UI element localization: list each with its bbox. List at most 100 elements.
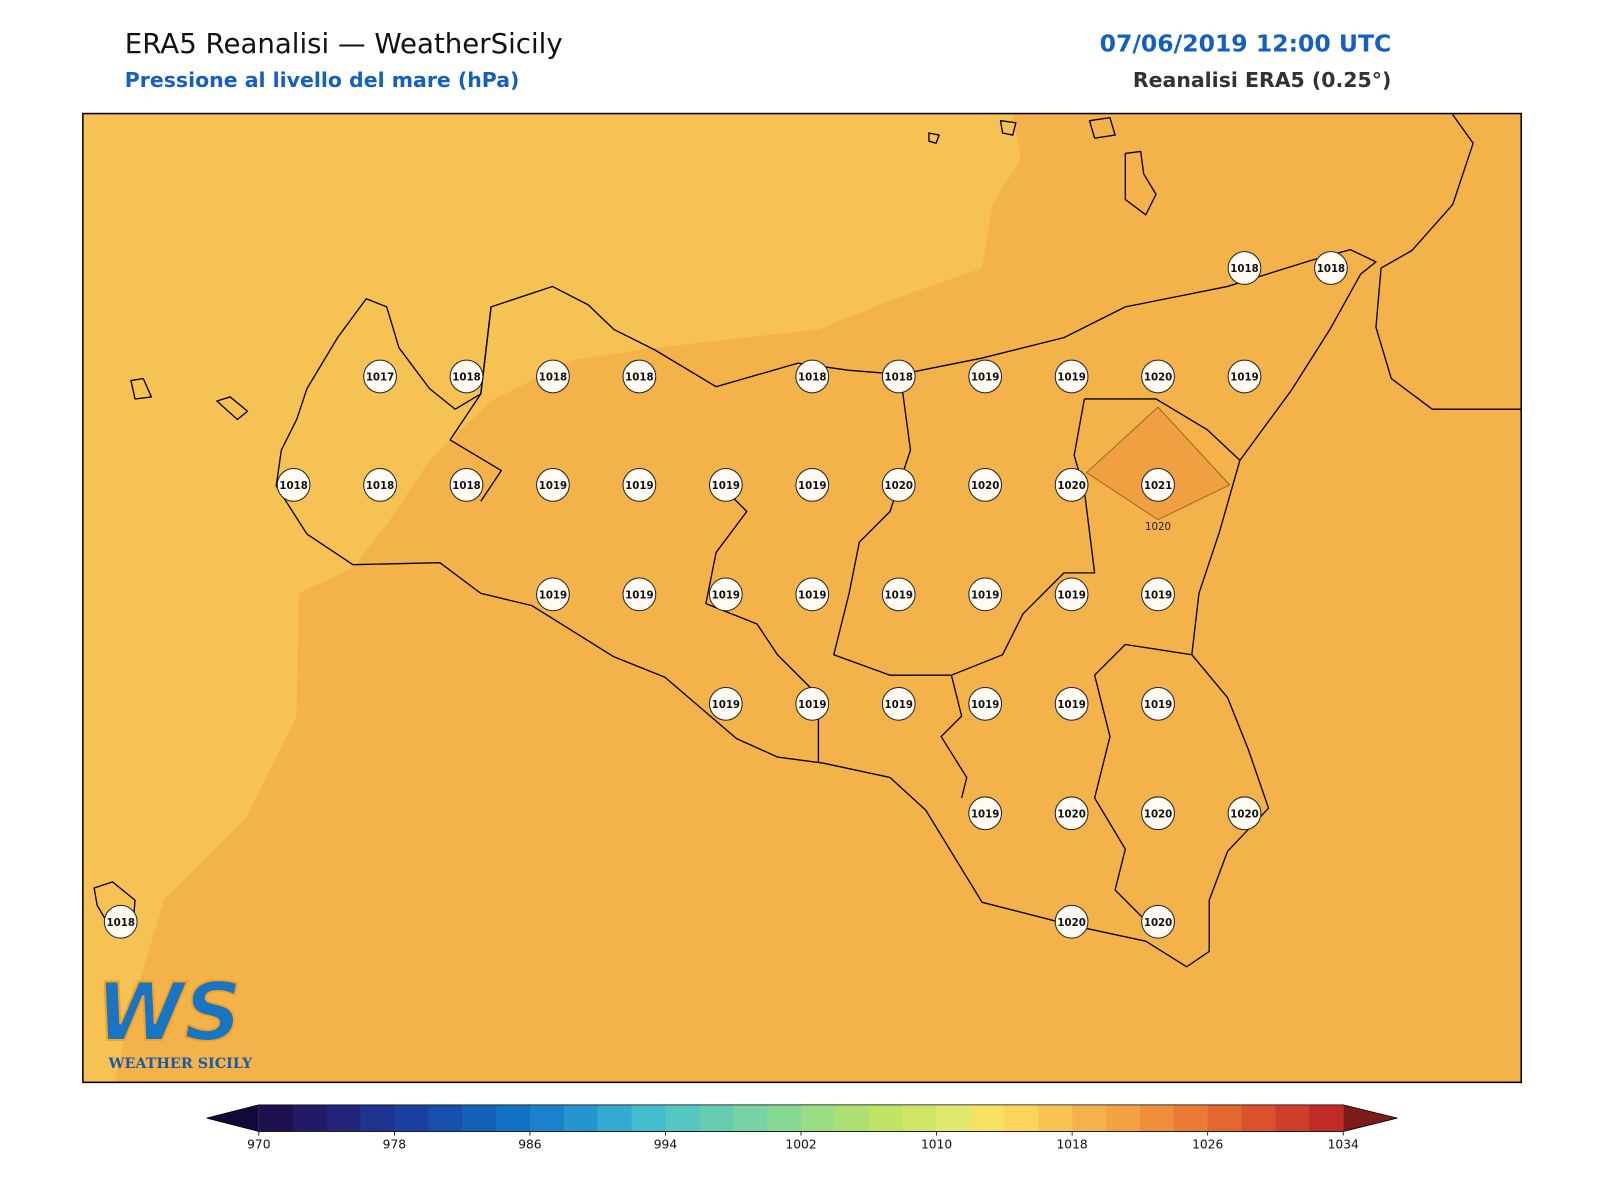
station-marker [276, 468, 311, 502]
station-marker [1314, 251, 1348, 285]
station-marker [1141, 468, 1175, 502]
colorbar-segment [699, 1104, 734, 1132]
station-value: 1019 [1057, 700, 1085, 711]
station-marker [536, 468, 570, 502]
colorbar-segment [1106, 1104, 1141, 1132]
station-value: 1019 [712, 590, 740, 601]
colorbar-segment [394, 1104, 429, 1132]
station-marker [449, 359, 484, 394]
station-marker [1054, 359, 1089, 394]
station-marker [1227, 251, 1262, 285]
islands [93, 116, 1157, 927]
colorbar-tick-label: 970 [247, 1137, 270, 1151]
station-marker [1054, 577, 1089, 612]
station-marker [622, 468, 657, 502]
station-marker [708, 686, 743, 721]
station-value: 1020 [1144, 918, 1172, 929]
station-value: 1019 [971, 372, 999, 383]
colorbar-segment [631, 1104, 666, 1132]
station-value: 1018 [798, 372, 826, 383]
colorbar-tick-label: 1010 [921, 1137, 952, 1151]
colorbar-over [1343, 1104, 1398, 1132]
station-marker [795, 577, 830, 612]
colorbar-segment [868, 1104, 904, 1132]
station-marker [536, 359, 570, 394]
colorbar-segment [1241, 1104, 1276, 1132]
colorbar-segment [326, 1104, 361, 1132]
colorbar-segment [1072, 1104, 1107, 1132]
colorbar-segment [462, 1104, 497, 1132]
colorbar-segment [1004, 1104, 1039, 1132]
colorbar-segment [801, 1104, 836, 1132]
colorbar-segment [428, 1104, 463, 1132]
station-value: 1019 [1057, 590, 1085, 601]
colorbar-segment [563, 1104, 599, 1132]
colorbar-segment [529, 1104, 565, 1132]
station-value: 1020 [884, 481, 912, 492]
station-value: 1018 [366, 481, 394, 492]
station-marker [968, 359, 1003, 394]
colorbar-segment [292, 1104, 328, 1132]
station-value: 1018 [539, 372, 567, 383]
station-value: 1019 [798, 700, 826, 711]
station-value: 1020 [971, 481, 999, 492]
map-area: 1020 [82, 112, 1522, 1084]
station-marker [622, 577, 657, 612]
station-marker [1141, 904, 1175, 939]
logo: WS WEATHER SICILY [95, 965, 253, 1072]
colorbar-segment [970, 1104, 1005, 1132]
colorbar-segment [360, 1104, 395, 1132]
colorbar-tick-label: 1018 [1057, 1137, 1088, 1151]
colorbar-tick-label: 1026 [1192, 1137, 1223, 1151]
colorbar-tick-label: 1002 [785, 1137, 816, 1151]
station-value: 1018 [452, 481, 480, 492]
colorbar-tick-label: 986 [518, 1137, 542, 1151]
station-value: 1018 [1230, 264, 1258, 275]
station-marker [363, 468, 397, 502]
colorbar-segment [496, 1104, 531, 1132]
colorbar-segment [1038, 1104, 1073, 1132]
colorbar-segment [733, 1104, 768, 1132]
logo-name: WEATHER SICILY [107, 1056, 253, 1072]
station-value: 1019 [884, 700, 912, 711]
station-value: 1018 [884, 372, 912, 383]
station-marker [1054, 468, 1089, 502]
station-marker [1054, 796, 1089, 831]
station-marker [968, 686, 1003, 721]
station-value: 1019 [884, 590, 912, 601]
colorbar-tick-label: 978 [383, 1137, 406, 1151]
calabria-coast [1375, 114, 1522, 410]
station-marker [795, 359, 830, 394]
datetime: 07/06/2019 12:00 UTC [1100, 30, 1392, 58]
station-value: 1018 [625, 372, 653, 383]
station-marker [968, 468, 1003, 502]
station-marker [1054, 904, 1089, 939]
station-value: 1019 [1144, 700, 1172, 711]
station-value: 1020 [1230, 809, 1258, 820]
station-marker [795, 468, 830, 502]
station-value: 1019 [1230, 372, 1258, 383]
station-marker [1141, 686, 1175, 721]
station-marker [1141, 796, 1175, 831]
station-value: 1019 [971, 700, 999, 711]
station-marker [449, 468, 484, 502]
station-value: 1020 [1144, 809, 1172, 820]
station-value: 1020 [1144, 372, 1172, 383]
station-value: 1019 [625, 481, 653, 492]
colorbar-segment [1139, 1104, 1175, 1132]
station-marker [1054, 686, 1089, 721]
station-value: 1018 [452, 372, 480, 383]
colorbar-segment [597, 1104, 633, 1132]
station-value: 1019 [539, 481, 567, 492]
station-value: 1017 [366, 372, 394, 383]
station-value: 1018 [279, 481, 307, 492]
colorbar-segment [665, 1104, 700, 1132]
station-value: 1019 [798, 590, 826, 601]
colorbar-segment [936, 1104, 971, 1132]
station-value: 1020 [1057, 918, 1085, 929]
pressure-field-lower [82, 113, 1021, 1083]
station-value: 1021 [1144, 481, 1172, 492]
colorbar-tick-label: 1034 [1328, 1137, 1359, 1151]
logo-mark: WS [96, 966, 241, 1059]
